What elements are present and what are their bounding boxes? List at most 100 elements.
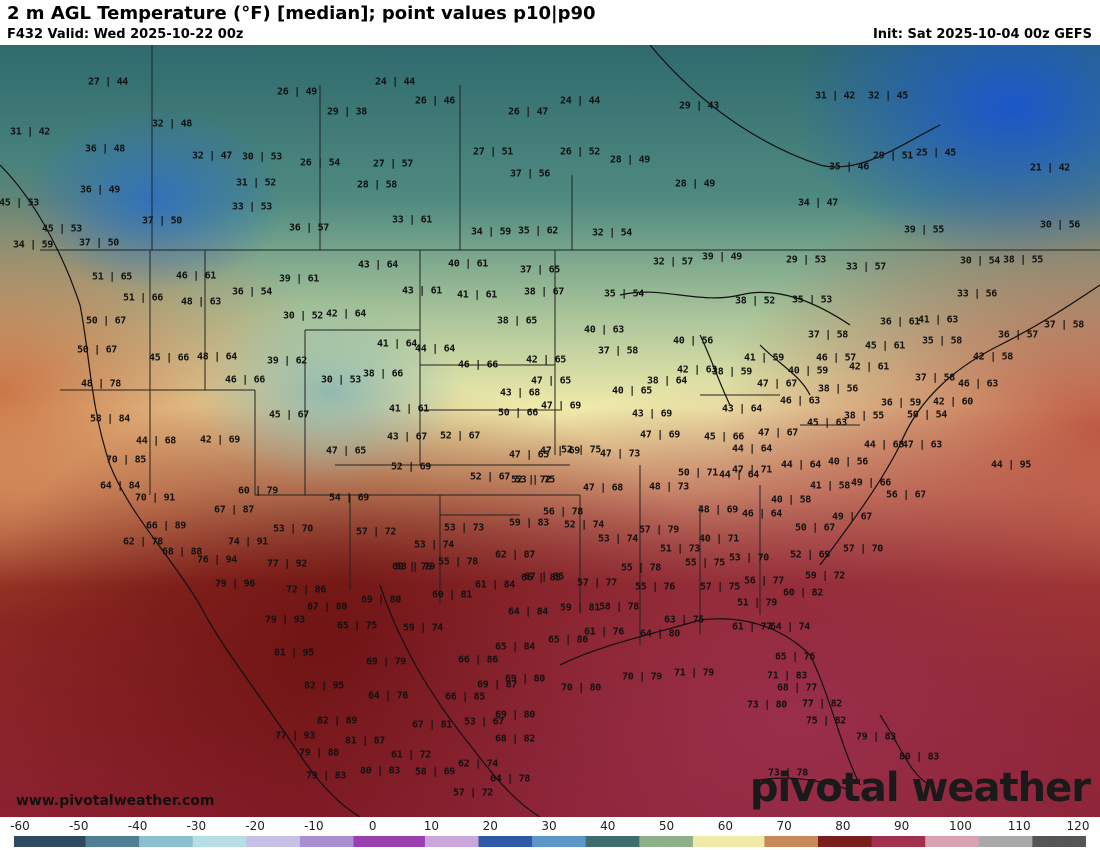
scale-segment [871, 836, 890, 847]
scale-segment [460, 836, 480, 847]
point-value-label: 44 | 68 [863, 439, 905, 451]
point-value-label: 40 | 65 [611, 385, 653, 397]
scale-segment [835, 836, 855, 847]
point-value-label: 61 | 84 [474, 579, 516, 591]
point-value-label: 66 | 85 [444, 691, 486, 703]
point-value-label: 53 | 74 [413, 539, 455, 551]
point-value-label: 38 | 55 [1002, 254, 1044, 266]
point-value-label: 82 | 95 [303, 680, 345, 692]
scale-segment [960, 836, 980, 847]
point-value-label: 33 | 57 [845, 261, 887, 273]
point-value-label: 60 | 82 [782, 587, 824, 599]
scale-tick-label: -60 [10, 819, 30, 833]
point-value-label: 59 | 74 [402, 622, 444, 634]
point-value-label: 37 | 50 [141, 215, 183, 227]
point-value-label: 52 | 74 [563, 519, 605, 531]
point-value-label: 47 | 65 [325, 445, 367, 457]
scale-segment [978, 836, 998, 847]
point-value-label: 27 | 44 [87, 76, 129, 88]
point-value-label: 29 | 43 [678, 100, 720, 112]
point-value-label: 41 | 58 [809, 480, 851, 492]
point-value-label: 30 | 56 [1039, 219, 1081, 231]
website-label[interactable]: www.pivotalweather.com [16, 793, 215, 809]
valid-time: F432 Valid: Wed 2025-10-22 00z [7, 27, 244, 42]
point-value-label: 69 | 87 [476, 679, 518, 691]
point-value-label: 42 | 69 [199, 434, 241, 446]
point-value-label: 21 | 42 [1029, 162, 1071, 174]
point-value-label: 47 | 69 [540, 400, 582, 412]
point-value-label: 56 | 67 [885, 489, 927, 501]
scale-segment [442, 836, 462, 847]
point-value-label: 30 | 52 [282, 310, 324, 322]
point-value-label: 57 | 79 [638, 524, 680, 536]
scale-segment [567, 836, 587, 847]
point-value-label: 79 | 88 [298, 747, 340, 759]
point-value-label: 26 | 47 [507, 106, 549, 118]
point-value-label: 36 | 57 [997, 329, 1039, 341]
scale-segment [782, 836, 801, 847]
point-value-label: 35 | 62 [517, 225, 559, 237]
scale-segment [407, 836, 426, 847]
point-value-label: 43 | 69 [631, 408, 673, 420]
point-value-label: 48 | 69 [697, 504, 739, 516]
point-value-label: 53 | 75 [514, 474, 556, 486]
point-value-label: 69 | 80 [494, 709, 536, 721]
point-value-label: 42 | 61 [848, 361, 890, 373]
point-value-label: 43 | 61 [401, 285, 443, 297]
point-value-label: 57 | 72 [452, 787, 494, 799]
point-value-label: 34 | 59 [12, 239, 54, 251]
point-value-label: 61 | 72 [390, 749, 432, 761]
point-value-label: 37 | 58 [597, 345, 639, 357]
point-value-label: 44 | 68 [135, 435, 177, 447]
point-value-label: 33 | 53 [231, 201, 273, 213]
scale-segment [657, 836, 676, 847]
point-value-label: 79 | 96 [214, 578, 256, 590]
point-value-label: 77 | 93 [274, 730, 316, 742]
point-value-label: 52 | 69 [789, 549, 831, 561]
point-value-label: 50 | 54 [906, 409, 948, 421]
point-value-label: 31 | 42 [9, 126, 51, 138]
point-value-label: 43 | 67 [386, 431, 428, 443]
point-value-label: 42 | 64 [325, 308, 367, 320]
scale-segment [103, 836, 122, 847]
point-value-label: 53 | 70 [272, 523, 314, 535]
point-value-label: 47 | 65 [530, 375, 572, 387]
scale-segment [907, 836, 926, 847]
scale-tick-label: 110 [1007, 819, 1031, 833]
point-value-label: 36 | 59 [880, 397, 922, 409]
scale-tick-label: 10 [423, 819, 440, 833]
point-value-label: 38 | 55 [843, 410, 885, 422]
temperature-map[interactable]: 27 | 44 24 | 44 26 | 49 26 | 46 29 | 38 26 | … [0, 45, 1100, 817]
point-value-label: 69 | 80 [504, 673, 546, 685]
point-value-label: 67 | 85 [523, 571, 565, 583]
point-value-label: 36 | 49 [79, 184, 121, 196]
point-value-label: 46 | 64 [741, 508, 783, 520]
point-value-label: 29 | 51 [872, 150, 914, 162]
point-value-label: 74 | 91 [227, 536, 269, 548]
point-value-label: 73 | 80 [746, 699, 788, 711]
scale-segment [889, 836, 908, 847]
point-value-label: 65 | 75 [336, 620, 378, 632]
point-value-label: 33 | 61 [391, 214, 433, 226]
scale-tick-label: 80 [835, 819, 851, 833]
scale-segment [478, 836, 497, 847]
point-value-label: 37 | 56 [509, 168, 551, 180]
point-value-label: 47 | 71 [731, 464, 773, 476]
point-value-label: 36 | 48 [84, 143, 126, 155]
point-value-label: 66 | 89 [145, 520, 187, 532]
point-value-label: 49 | 67 [831, 511, 873, 523]
point-value-label: 55 | 76 [634, 581, 676, 593]
point-value-label: 77 | 82 [801, 698, 843, 710]
point-value-label: 42 | 63 [676, 364, 718, 376]
point-value-label: 52 | 69 [390, 461, 432, 473]
point-value-label: 79 | 93 [264, 614, 306, 626]
point-value-label: 39 | 62 [266, 355, 308, 367]
point-value-label: 65 | 86 [547, 634, 589, 646]
scale-tick-label: 40 [600, 819, 616, 833]
point-value-label: 58 | 69 [414, 766, 456, 778]
scale-tick-label: 70 [776, 819, 792, 833]
point-value-label: 45 | 66 [703, 431, 745, 443]
point-value-label: 69 | 80 [360, 594, 402, 606]
point-value-label: 25 | 45 [915, 147, 957, 159]
point-value-label: 69 | 79 [365, 656, 407, 668]
